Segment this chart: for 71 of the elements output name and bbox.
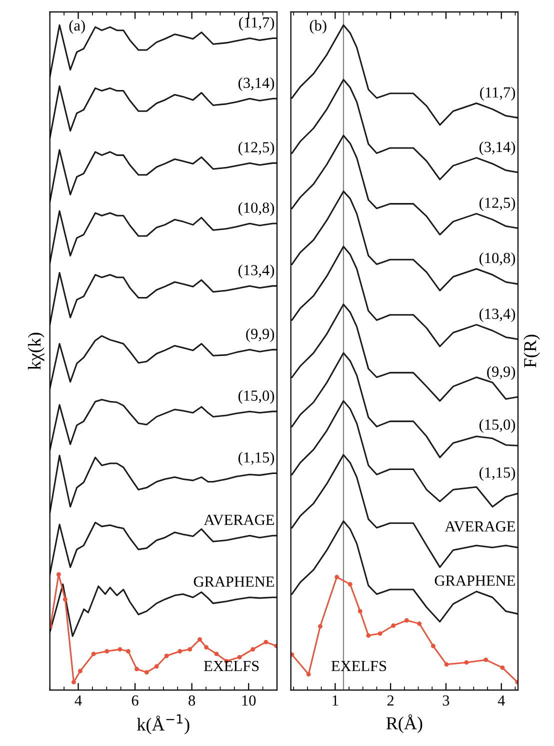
point — [56, 572, 61, 577]
point — [118, 647, 122, 652]
series-label: AVERAGE — [204, 514, 274, 526]
point — [417, 621, 422, 626]
x-tick-label: 2 — [387, 695, 394, 706]
point — [144, 670, 149, 675]
point — [126, 649, 130, 654]
point — [250, 647, 256, 652]
point — [404, 618, 409, 623]
series-label: (12,5) — [479, 197, 516, 212]
point — [334, 574, 340, 580]
series-label: (15,0) — [479, 418, 516, 433]
point — [198, 637, 202, 642]
x-tick-label: 8 — [188, 695, 196, 706]
series-label: AVERAGE — [444, 521, 515, 532]
point — [164, 654, 169, 658]
series-label: GRAPHENE — [434, 576, 515, 586]
series-label: (1,15) — [238, 452, 274, 466]
series-label: (13,4) — [479, 308, 516, 322]
series-label: (10,8) — [479, 252, 516, 266]
x-axis-title: R(Å) — [386, 714, 422, 734]
point — [306, 672, 311, 677]
point — [78, 668, 82, 674]
point — [91, 652, 96, 656]
series-label: (9,9) — [246, 328, 274, 342]
point — [358, 608, 362, 614]
series-label: EXELFS — [331, 660, 386, 672]
annotation: (a) — [69, 20, 85, 34]
series-label: EXELFS — [204, 660, 259, 672]
point — [464, 660, 469, 665]
point — [444, 662, 449, 667]
point — [431, 644, 436, 648]
x-tick-label: 3 — [442, 695, 450, 706]
series-label: (9,9) — [487, 366, 516, 380]
x-axis-title: k(Å$^{−1}$) — [137, 714, 190, 734]
y-axis-title: kχ(k) — [28, 332, 44, 370]
point — [134, 666, 139, 672]
series-label: (3,14) — [238, 77, 274, 92]
series-label: (11,7) — [480, 86, 516, 101]
point — [500, 665, 505, 670]
x-tick-label: 4 — [498, 695, 505, 706]
point — [484, 658, 488, 662]
x-tick-label: 10 — [242, 695, 256, 706]
y-axis-title: F(R) — [524, 334, 540, 368]
point — [264, 640, 268, 644]
series-label: GRAPHENE — [194, 576, 274, 587]
x-tick-label: 1 — [332, 695, 338, 706]
point — [366, 633, 371, 638]
series-label: (10,8) — [238, 202, 274, 216]
series-label: (11,7) — [239, 16, 274, 31]
point — [318, 624, 322, 629]
series-label: (1,15) — [479, 466, 516, 481]
point — [348, 582, 352, 586]
x-tick-label: 4 — [74, 695, 82, 706]
point — [378, 631, 382, 636]
point — [178, 649, 182, 654]
x-tick-label: 6 — [132, 695, 138, 706]
series-label: (13,4) — [238, 264, 274, 278]
point — [214, 652, 219, 656]
series-label: (15,0) — [238, 390, 274, 404]
point — [62, 597, 68, 602]
point — [104, 649, 110, 654]
point — [154, 664, 159, 669]
point — [188, 647, 192, 652]
point — [204, 645, 209, 650]
point — [71, 680, 76, 684]
series-label: (3,14) — [479, 141, 516, 156]
series-label: (12,5) — [238, 142, 274, 156]
point — [237, 654, 242, 660]
point — [391, 623, 396, 628]
annotation: (b) — [310, 20, 326, 34]
